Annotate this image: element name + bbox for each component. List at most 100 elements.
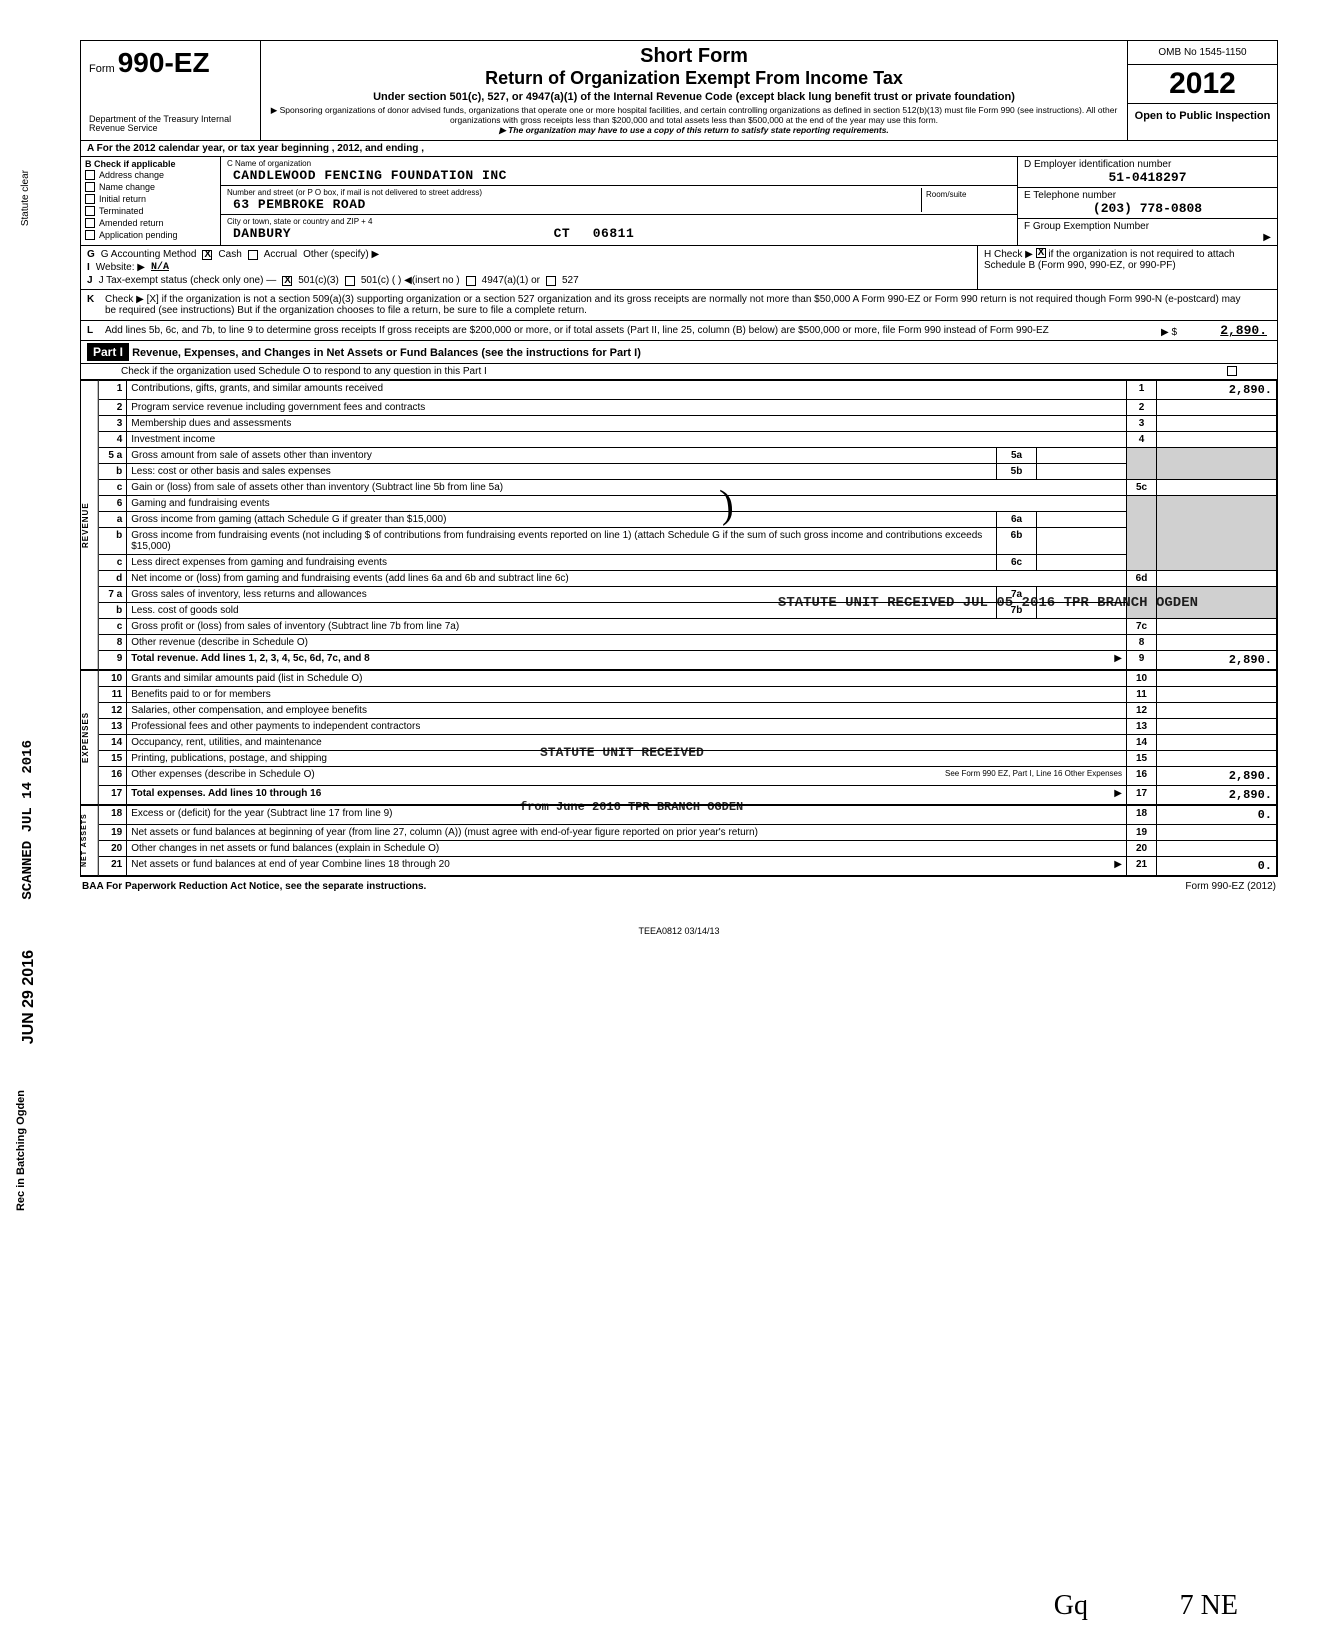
line-4-desc: Investment income [127,432,1127,448]
line-21-val: 0. [1157,857,1277,876]
zip: 06811 [593,226,635,241]
part1-header-row: Part I Revenue, Expenses, and Changes in… [81,341,1277,364]
h-label: H Check ▶ [984,249,1033,260]
lbl-terminated: Terminated [99,206,144,216]
line-12-val [1157,703,1277,719]
line-6b-desc: Gross income from fundraising events (no… [127,528,997,555]
line-11-val [1157,687,1277,703]
line-6d-val [1157,571,1277,587]
line-3-desc: Membership dues and assessments [127,416,1127,432]
ein: 51-0418297 [1024,170,1271,185]
website-label: Website: ▶ [96,262,145,273]
cb-initial-return[interactable] [85,194,95,204]
lead-i: I [87,262,90,273]
cb-cash[interactable] [202,250,212,260]
part1-sub-text: Check if the organization used Schedule … [121,366,487,377]
line-8-val [1157,635,1277,651]
lead-j: J [87,275,93,286]
foot-code: TEEA0812 03/14/13 [80,926,1278,936]
revenue-table: 1Contributions, gifts, grants, and simil… [99,380,1277,670]
room-suite: Room/suite [921,188,1011,212]
cb-501c3[interactable] [282,276,292,286]
lbl-name-change: Name change [99,182,155,192]
line-6a-desc: Gross income from gaming (attach Schedul… [127,512,997,528]
right-id-column: D Employer identification number 51-0418… [1017,157,1277,245]
right-header: OMB No 1545-1150 2012 Open to Public Ins… [1127,41,1277,140]
net-assets-block: NET ASSETS 18Excess or (deficit) for the… [81,805,1277,876]
handwritten-1: Gq [1054,1590,1088,1622]
f-label: F Group Exemption Number [1024,221,1271,232]
row-k: K Check ▶ [X] if the organization is not… [81,290,1277,321]
lbl-accrual: Accrual [264,249,297,260]
cb-schedule-o[interactable] [1227,366,1237,376]
form-footer: Form 990-EZ (2012) [1185,881,1276,892]
line-5a-desc: Gross amount from sale of assets other t… [127,448,997,464]
l-text: Add lines 5b, 6c, and 7b, to line 9 to d… [105,325,1049,336]
line-14-val [1157,735,1277,751]
lbl-501c3: 501(c)(3) [298,275,339,286]
line-12-desc: Salaries, other compensation, and employ… [127,703,1127,719]
part1-title: Revenue, Expenses, and Changes in Net As… [132,347,641,359]
lbl-4947: 4947(a)(1) or [482,275,540,286]
cb-accrual[interactable] [248,250,258,260]
line-21-desc: Net assets or fund balances at end of ye… [131,859,450,870]
header-row: Form 990-EZ Department of the Treasury I… [81,41,1277,141]
line-8-desc: Other revenue (describe in Schedule O) [127,635,1127,651]
lbl-other: Other (specify) ▶ [303,249,379,260]
org-name: CANDLEWOOD FENCING FOUNDATION INC [233,168,1011,183]
city: DANBURY [233,226,291,241]
cb-terminated[interactable] [85,206,95,216]
margin-statute: Statute clear [20,170,31,226]
expenses-table: 10Grants and similar amounts paid (list … [99,670,1277,805]
cb-h-not-required[interactable] [1036,248,1046,258]
cb-name-change[interactable] [85,182,95,192]
margin-date: JUN 29 2016 [20,950,38,1044]
g-label: G Accounting Method [101,249,197,260]
row-a-calendar: A For the 2012 calendar year, or tax yea… [81,141,1277,157]
line-19-desc: Net assets or fund balances at beginning… [127,825,1127,841]
cb-4947[interactable] [466,276,476,286]
street-address: 63 PEMBROKE ROAD [233,197,921,212]
lbl-amended: Amended return [99,218,164,228]
side-expenses: EXPENSES [81,670,99,805]
cb-527[interactable] [546,276,556,286]
line-10-desc: Grants and similar amounts paid (list in… [127,671,1127,687]
cb-app-pending[interactable] [85,230,95,240]
l-arrow: ▶ $ [1161,327,1177,338]
margin-rec: Rec in Batching Ogden [15,1090,27,1211]
line-15-desc: Printing, publications, postage, and shi… [127,751,1127,767]
cb-address-change[interactable] [85,170,95,180]
cb-amended[interactable] [85,218,95,228]
lbl-initial-return: Initial return [99,194,146,204]
line-20-val [1157,841,1277,857]
c-label: C Name of organization [227,159,1011,168]
side-net-assets: NET ASSETS [81,805,99,876]
form-number: 990-EZ [118,47,210,78]
line-7c-val [1157,619,1277,635]
city-label: City or town, state or country and ZIP +… [227,217,1011,226]
line-4-val [1157,432,1277,448]
cb-501c[interactable] [345,276,355,286]
line-5c-val [1157,480,1277,496]
line-18-val: 0. [1157,806,1277,825]
line-11-desc: Benefits paid to or for members [127,687,1127,703]
line-17-desc: Total expenses. Add lines 10 through 16 [131,788,321,799]
addr-label: Number and street (or P O box, if mail i… [227,188,921,197]
line-7a-desc: Gross sales of inventory, less returns a… [127,587,997,603]
fine-print-2: ▶ The organization may have to use a cop… [269,125,1119,136]
row-g-block: G G Accounting Method Cash Accrual Other… [81,246,1277,290]
website: N/A [151,262,169,273]
lead-k: K [87,294,94,305]
lbl-cash: Cash [218,249,241,260]
line-20-desc: Other changes in net assets or fund bala… [127,841,1127,857]
margin-scanned: SCANNED JUL 14 2016 [20,740,36,900]
part1-label: Part I [87,343,129,361]
line-6d-desc: Net income or (loss) from gaming and fun… [127,571,1127,587]
line-15-val [1157,751,1277,767]
line-7c-desc: Gross profit or (loss) from sales of inv… [127,619,1127,635]
title-block: Short Form Return of Organization Exempt… [261,41,1127,140]
checkbox-column: B Check if applicable Address change Nam… [81,157,221,245]
e-label: E Telephone number [1024,190,1271,201]
line-3-val [1157,416,1277,432]
d-label: D Employer identification number [1024,159,1271,170]
